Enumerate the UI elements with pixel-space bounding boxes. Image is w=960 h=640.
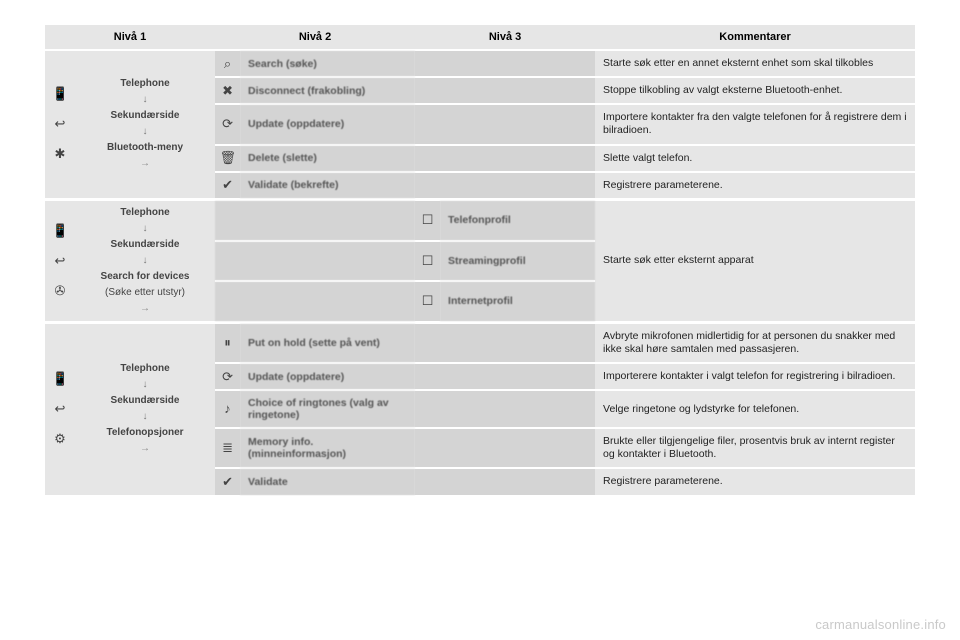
empty-cell	[415, 468, 595, 494]
arrow-down-icon	[143, 94, 148, 105]
path-label: Search for devices	[101, 271, 190, 282]
checkbox-icon: ☐	[415, 281, 440, 322]
arrow-down-icon	[143, 126, 148, 137]
table-row: 📱 ↩ ⚙ Telephone Sekundærside Telefonopsj…	[45, 322, 915, 363]
phone-icon: 📱	[52, 371, 68, 387]
empty-cell	[415, 363, 595, 390]
header-niva3: Nivå 3	[415, 25, 595, 50]
path-label: Sekundærside	[111, 395, 180, 406]
comment-cell: Stoppe tilkobling av valgt eksterne Blue…	[595, 77, 915, 104]
menu-structure-table: Nivå 1 Nivå 2 Nivå 3 Kommentarer 📱 ↩ ✱ T…	[45, 25, 915, 495]
comment-cell: Registrere parameterene.	[595, 468, 915, 494]
memory-icon: ≣	[215, 428, 240, 468]
header-row: Nivå 1 Nivå 2 Nivå 3 Kommentarer	[45, 25, 915, 50]
comment-cell: Registrere parameterene.	[595, 172, 915, 200]
l2-label: Put on hold (sette på vent)	[240, 322, 415, 363]
arrow-right-icon	[140, 303, 150, 314]
empty-cell	[215, 281, 415, 322]
arrow-down-icon	[143, 379, 148, 390]
header-kommentarer: Kommentarer	[595, 25, 915, 50]
phone-icon: 📱	[52, 86, 68, 102]
path-label: Sekundærside	[111, 239, 180, 250]
empty-cell	[415, 77, 595, 104]
comment-cell: Starte søk etter eksternt apparat	[595, 199, 915, 322]
path-label: Bluetooth-meny	[107, 142, 183, 153]
header-niva2: Nivå 2	[215, 25, 415, 50]
comment-cell: Velge ringetone og lydstyrke for telefon…	[595, 390, 915, 428]
comment-cell: Slette valgt telefon.	[595, 145, 915, 172]
section2-path: Telephone Sekundærside Search for device…	[75, 199, 215, 322]
l3-label: Streamingprofil	[440, 241, 595, 281]
header-niva1: Nivå 1	[45, 25, 215, 50]
empty-cell	[415, 104, 595, 144]
path-label: Telephone	[120, 78, 169, 89]
watermark-text: carmanualsonline.info	[815, 617, 946, 632]
empty-cell	[415, 50, 595, 77]
update-icon: ⟳	[215, 104, 240, 144]
l2-label: Delete (slette)	[240, 145, 415, 172]
disconnect-icon: ✖	[215, 77, 240, 104]
l2-label: Validate	[240, 468, 415, 494]
empty-cell	[415, 322, 595, 363]
search-icon: ⌕	[215, 50, 240, 77]
comment-cell: Starte søk etter en annet eksternt enhet…	[595, 50, 915, 77]
comment-cell: Importerere kontakter i valgt telefon fo…	[595, 363, 915, 390]
arrow-down-icon	[143, 255, 148, 266]
check-icon: ✔	[215, 172, 240, 200]
table-row: 📱 ↩ ✱ Telephone Sekundærside Bluetooth-m…	[45, 50, 915, 77]
arrow-right-icon	[140, 158, 150, 169]
l2-label: Update (oppdatere)	[240, 363, 415, 390]
delete-icon: 🗑	[215, 145, 240, 172]
section2-sideicons: 📱 ↩ ✇	[45, 199, 75, 322]
table-row: 📱 ↩ ✇ Telephone Sekundærside Search for …	[45, 199, 915, 240]
arrow-down-icon	[143, 223, 148, 234]
l2-label: Disconnect (frakobling)	[240, 77, 415, 104]
path-label: Telephone	[120, 207, 169, 218]
arrow-right-icon	[140, 443, 150, 454]
manual-table-page: Nivå 1 Nivå 2 Nivå 3 Kommentarer 📱 ↩ ✱ T…	[45, 25, 915, 495]
l2-label: Memory info. (minneinformasjon)	[240, 428, 415, 468]
back-icon: ↩	[52, 253, 68, 269]
section1-sideicons: 📱 ↩ ✱	[45, 50, 75, 199]
l3-label: Telefonprofil	[440, 199, 595, 240]
section3-sideicons: 📱 ↩ ⚙	[45, 322, 75, 494]
l3-label: Internetprofil	[440, 281, 595, 322]
checkbox-icon: ☐	[415, 241, 440, 281]
update-icon: ⟳	[215, 363, 240, 390]
comment-cell: Importere kontakter fra den valgte telef…	[595, 104, 915, 144]
path-label: Telefonopsjoner	[106, 427, 183, 438]
bluetooth-icon: ✱	[52, 146, 68, 162]
empty-cell	[415, 172, 595, 200]
comment-cell: Brukte eller tilgjengelige filer, prosen…	[595, 428, 915, 468]
comment-cell: Avbryte mikrofonen midlertidig for at pe…	[595, 322, 915, 363]
check-icon: ✔	[215, 468, 240, 494]
section3-path: Telephone Sekundærside Telefonopsjoner	[75, 322, 215, 494]
empty-cell	[215, 199, 415, 240]
empty-cell	[415, 145, 595, 172]
section1-path: Telephone Sekundærside Bluetooth-meny	[75, 50, 215, 199]
l2-label: Choice of ringtones (valg av ringetone)	[240, 390, 415, 428]
l2-label: Search (søke)	[240, 50, 415, 77]
path-label: (Søke etter utstyr)	[105, 287, 185, 298]
back-icon: ↩	[52, 116, 68, 132]
arrow-down-icon	[143, 411, 148, 422]
ringtone-icon: ♪	[215, 390, 240, 428]
empty-cell	[215, 241, 415, 281]
hold-icon: ⏸	[215, 322, 240, 363]
path-label: Telephone	[120, 363, 169, 374]
back-icon: ↩	[52, 401, 68, 417]
search-devices-icon: ✇	[52, 283, 68, 299]
l2-label: Validate (bekrefte)	[240, 172, 415, 200]
path-label: Sekundærside	[111, 110, 180, 121]
l2-label: Update (oppdatere)	[240, 104, 415, 144]
phone-icon: 📱	[52, 223, 68, 239]
empty-cell	[415, 428, 595, 468]
empty-cell	[415, 390, 595, 428]
checkbox-icon: ☐	[415, 199, 440, 240]
gear-icon: ⚙	[52, 431, 68, 447]
